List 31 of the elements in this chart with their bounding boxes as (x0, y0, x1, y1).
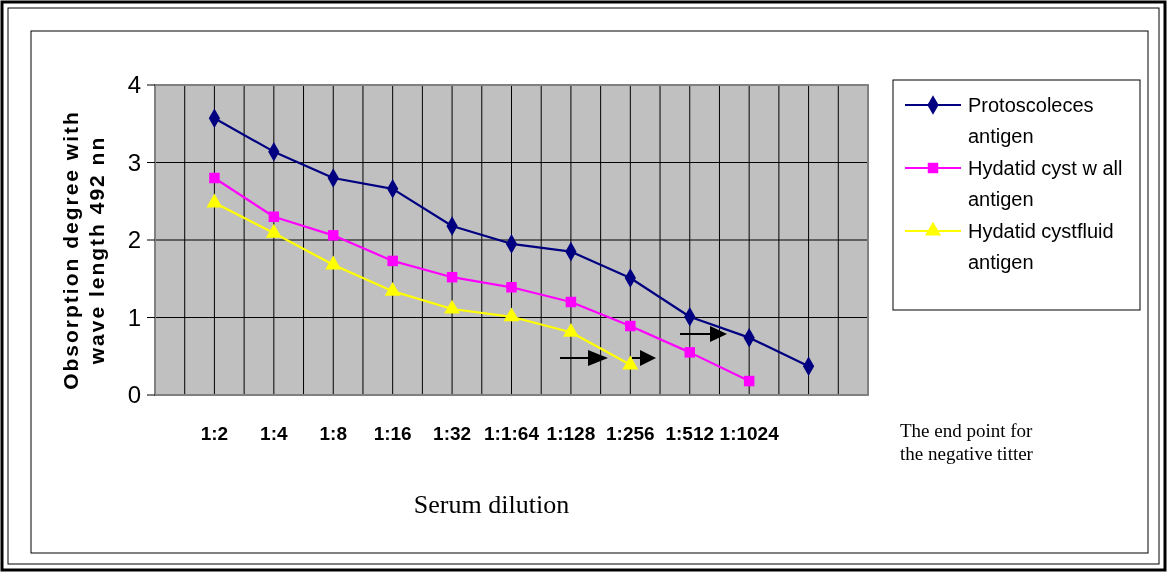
x-tick-label: 1:512 (665, 423, 715, 444)
point (328, 230, 339, 241)
x-tick-label: 1:8 (319, 423, 347, 444)
x-axis-title: Serum dilution (413, 490, 570, 519)
y-tick-label: 3 (127, 148, 141, 176)
legend-label: Hydatid cyst w all antigen (968, 157, 1123, 210)
x-tick-label: 1:1:64 (484, 423, 540, 444)
point (743, 375, 755, 387)
x-tick-label: 1:2 (200, 423, 229, 444)
y-axis-title: Obsorption degree with wave length 492 nn (59, 110, 108, 390)
y-tick-label: 2 (127, 226, 141, 254)
x-tick-label: 1:4 (260, 423, 288, 444)
point (625, 320, 636, 332)
point (506, 282, 517, 293)
point (565, 296, 577, 308)
text: The end point for the negative titter (900, 420, 1034, 464)
point (684, 347, 695, 358)
point (209, 172, 220, 184)
x-tick-label: 1:16 (373, 423, 412, 444)
point (446, 271, 458, 283)
x-tick-label: 1:1024 (719, 423, 780, 444)
x-tick-label: 1:256 (606, 423, 655, 444)
legend-label: Protoscoleces antigen (968, 94, 1094, 147)
legend-label: Hydatid cystfluid antigen (968, 220, 1114, 273)
y-tick-label: 0 (127, 381, 141, 409)
y-tick-label: 4 (127, 71, 141, 99)
y-tick-label: 1 (127, 303, 141, 331)
point (387, 255, 398, 267)
x-tick-label: 1:128 (546, 423, 596, 444)
point (268, 211, 280, 222)
x-tick-label: 1:32 (433, 423, 472, 444)
